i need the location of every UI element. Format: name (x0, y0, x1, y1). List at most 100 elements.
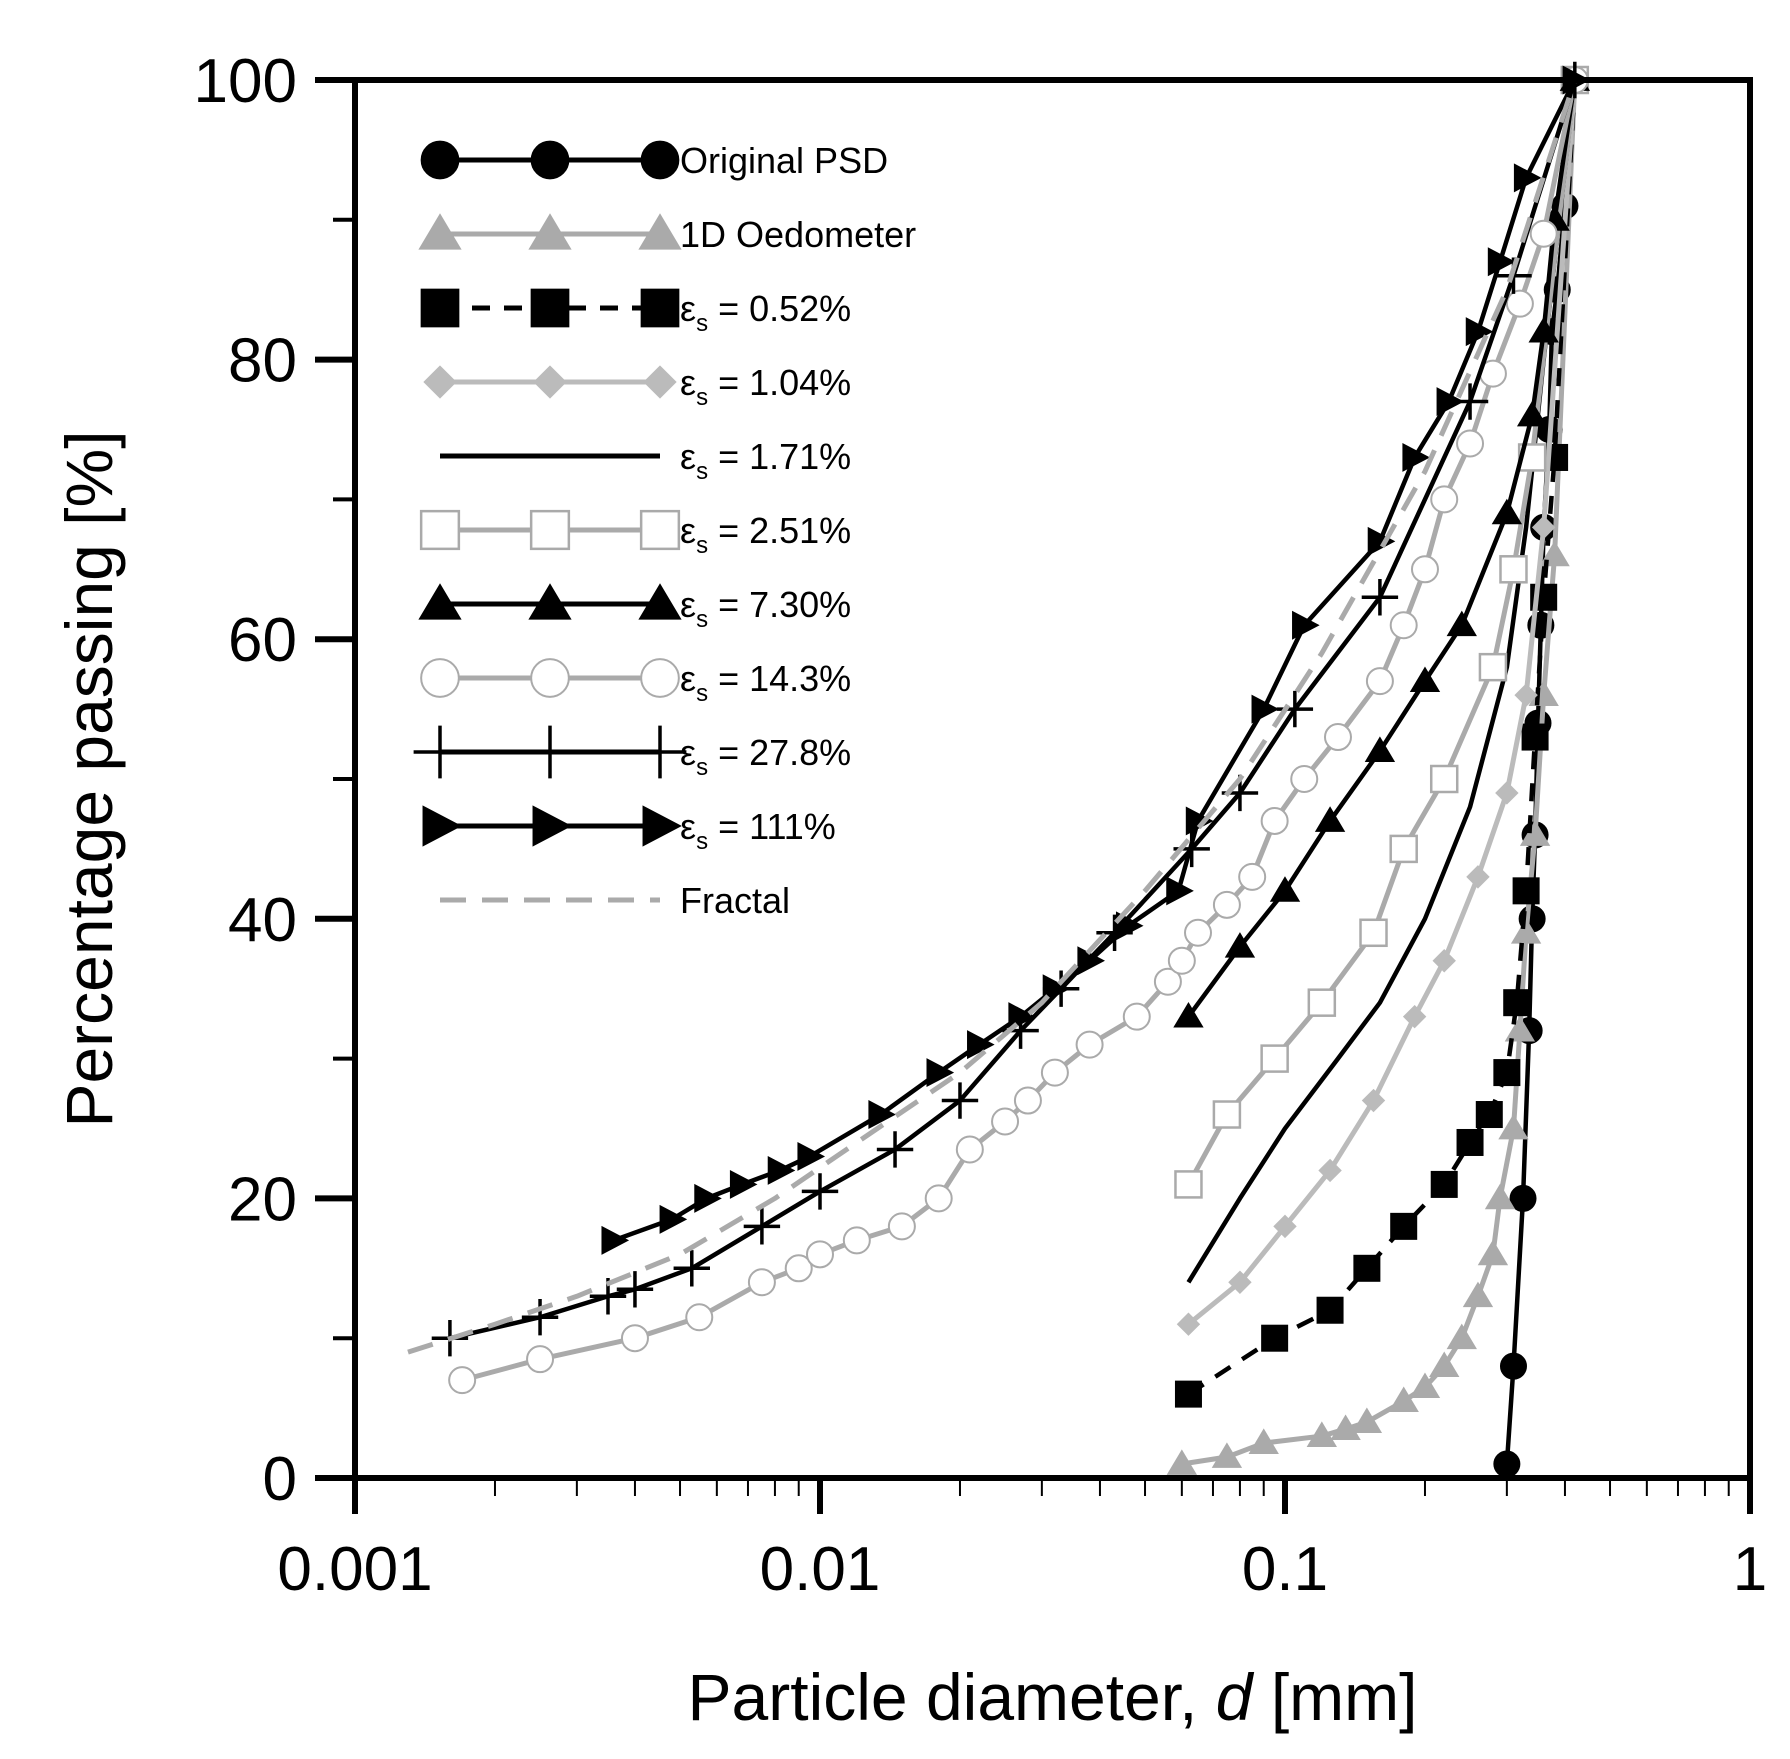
series-5 (1174, 65, 1590, 1199)
legend-item: εs = 27.8% (413, 725, 851, 781)
data-point (747, 1268, 776, 1297)
data-point (1409, 666, 1441, 693)
data-point (1477, 1239, 1509, 1266)
data-point (1519, 820, 1551, 846)
data-point (423, 365, 457, 399)
data-point (521, 1299, 559, 1336)
data-point (924, 1184, 953, 1213)
data-point (420, 658, 460, 698)
data-point (1176, 1312, 1201, 1336)
data-point (784, 1254, 813, 1283)
y-tick-label: 0 (263, 1445, 297, 1514)
data-point (1484, 1183, 1516, 1210)
data-point (694, 1183, 722, 1213)
series-1 (1166, 65, 1590, 1475)
data-point (1491, 498, 1523, 525)
data-point (1430, 485, 1459, 514)
data-point (419, 509, 461, 551)
data-point (1184, 918, 1213, 947)
data-point (868, 1100, 896, 1129)
data-point (1503, 989, 1531, 1017)
data-point (1499, 1352, 1527, 1380)
data-point (1316, 1296, 1344, 1324)
data-point (528, 583, 572, 620)
data-point (1224, 932, 1256, 958)
data-point (418, 583, 462, 620)
legend-label: 1D Oedometer (680, 214, 916, 255)
data-point (1361, 1088, 1386, 1113)
data-point (620, 1324, 649, 1353)
data-point (530, 140, 570, 180)
data-point (1260, 1044, 1289, 1073)
data-point (1493, 1450, 1521, 1478)
data-point (1505, 289, 1534, 318)
data-point (1446, 610, 1477, 637)
data-point (1166, 876, 1194, 906)
data-point (640, 658, 680, 698)
data-point (1290, 765, 1319, 793)
series-layer (407, 61, 1594, 1478)
legend-label: εs = 7.30% (680, 584, 851, 633)
legend-item: Original PSD (420, 140, 888, 181)
x-axis-title: Particle diameter, d [mm] (688, 1660, 1418, 1734)
data-point (523, 725, 577, 779)
data-point (1042, 974, 1071, 1004)
legend-label: εs = 1.71% (680, 436, 851, 485)
data-point (1251, 694, 1280, 724)
data-point (1174, 1170, 1203, 1199)
data-point (1323, 723, 1352, 752)
data-point (1516, 400, 1548, 427)
data-point (1456, 429, 1485, 458)
data-point (1509, 1184, 1537, 1212)
data-point (1529, 219, 1558, 248)
data-point (1446, 1323, 1477, 1350)
data-point (1528, 317, 1559, 343)
y-axis-title: Percentage passing [%] (52, 430, 126, 1127)
data-point (1493, 1059, 1521, 1087)
data-point (1153, 967, 1182, 996)
data-point (1330, 1414, 1361, 1440)
data-point (797, 1141, 826, 1171)
data-point (1462, 1281, 1494, 1308)
data-point (876, 1131, 914, 1168)
data-point (420, 288, 460, 328)
y-tick-label: 20 (228, 1165, 297, 1234)
legend-label: εs = 1.04% (680, 362, 851, 411)
data-point (422, 805, 462, 847)
data-point (1456, 1128, 1484, 1156)
data-point (1174, 1380, 1202, 1408)
y-tick-label: 80 (228, 327, 297, 396)
data-point (1238, 862, 1267, 891)
data-point (1353, 1254, 1381, 1282)
legend: Original PSD 1D Oedometer εs = 0.52% εs = 1… (413, 140, 916, 921)
data-point (528, 213, 572, 250)
data-point (842, 1226, 871, 1255)
series-7 (448, 66, 1589, 1395)
data-point (633, 725, 687, 779)
data-point (638, 213, 682, 250)
data-point (1040, 1058, 1069, 1087)
data-point (1466, 865, 1490, 889)
data-point (1499, 555, 1528, 584)
series-10 (407, 79, 1578, 1355)
series-line (407, 79, 1578, 1355)
data-point (1388, 1386, 1419, 1413)
legend-label: εs = 27.8% (680, 732, 851, 781)
data-point (616, 1271, 654, 1308)
legend-label: Fractal (680, 880, 790, 921)
data-point (418, 213, 462, 250)
data-point (1359, 918, 1388, 948)
tick-labels: 0.001 0.01 0.1 1 0 20 40 60 80 100 (194, 47, 1768, 1604)
data-point (1430, 1170, 1458, 1198)
data-point (1513, 163, 1542, 193)
data-point (1402, 442, 1430, 472)
data-point (1361, 579, 1399, 616)
data-point (1531, 515, 1556, 540)
data-point (639, 509, 681, 551)
data-point (1318, 1158, 1342, 1183)
data-point (1269, 876, 1301, 902)
legend-item: εs = 0.52% (420, 288, 851, 337)
data-point (1539, 540, 1570, 567)
data-point (1228, 1270, 1252, 1294)
series-9 (601, 65, 1591, 1255)
